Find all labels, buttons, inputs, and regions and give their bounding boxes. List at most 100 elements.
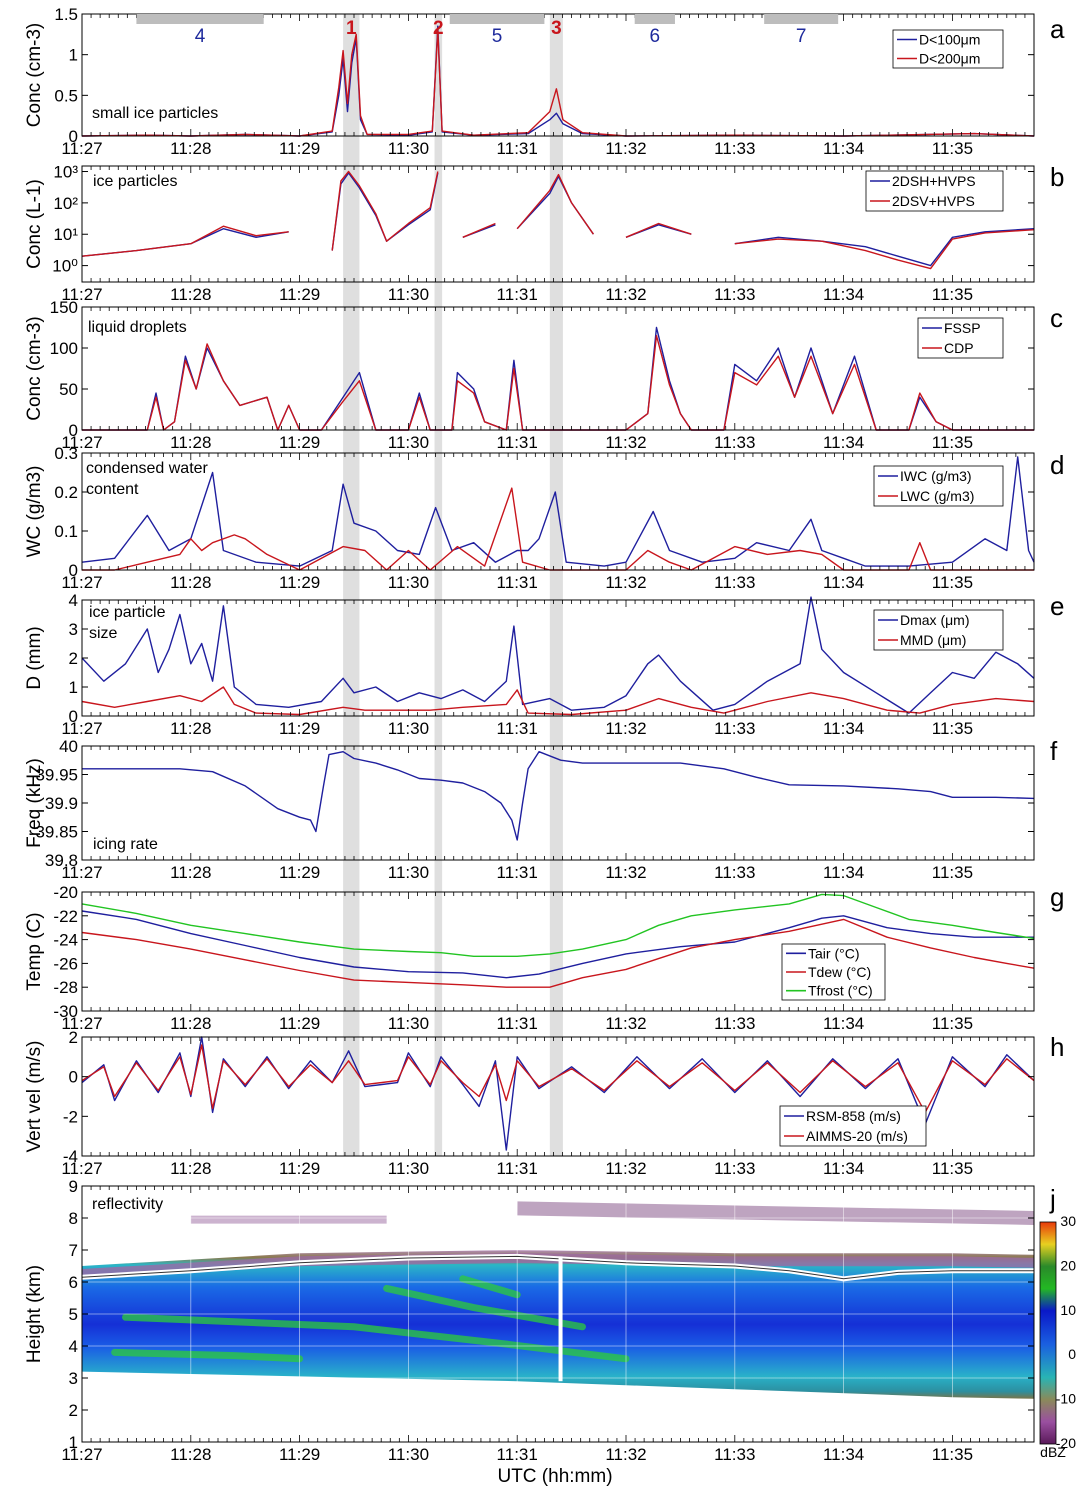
x-tick-label: 11:32 [605,285,646,304]
series-line-g-1 [81,918,1035,988]
y-tick-label: 3 [69,620,78,639]
legend-box [917,317,1004,359]
series-line-b-0 [81,227,289,257]
y-tick-label: 0.3 [54,444,78,463]
axes-frame [81,306,1035,431]
legend-entry: Tdew (°C) [808,964,871,980]
y-tick-label: 1.5 [54,5,78,24]
y-tick-label: 3 [69,1369,78,1388]
x-tick-label: 11:35 [932,285,973,304]
y-tick-label: 10⁰ [52,257,78,276]
event-label-3: 3 [551,18,562,39]
y-tick-label: 2 [69,1401,78,1420]
x-tick-label: 11:34 [823,1445,864,1464]
panel-annotation: content [86,481,139,498]
y-tick-label: 39.8 [45,851,78,870]
series-line-f-0 [82,751,1035,841]
panel-g: -30 -28 -26 -24 -22 -20 11:27 11:28 11:29 11:30 11… [24,882,1064,1033]
y-axis-label: Freq (kHz) [24,758,45,848]
y-tick-label: 1 [69,1433,78,1452]
y-tick-label: 0 [69,561,78,580]
series-line-b-1 [734,229,1035,270]
x-tick-label: 11:31 [497,1445,538,1464]
x-tick-label: 11:29 [279,719,320,738]
y-axis-label: Conc (cm-3) [24,316,45,421]
y-tick-label: 10² [53,194,78,213]
legend-box [865,170,1004,212]
x-tick-label: 11:31 [497,285,538,304]
flight-altitude-core [82,1255,1034,1280]
colorbar-tick: 0 [1068,1346,1076,1362]
colorbar-tick: 10 [1060,1302,1076,1318]
segment-bar-5 [449,14,545,24]
x-tick-label: 11:29 [279,863,320,882]
event-label-2: 2 [433,18,444,39]
x-tick-label: 11:34 [823,1014,864,1033]
axes-frame [81,891,1035,1012]
y-axis-label: Conc (cm-3) [24,23,45,128]
x-tick-label: 11:33 [714,433,755,452]
legend-entry: 2DSV+HVPS [892,193,975,209]
y-axis-label: D (mm) [24,626,45,689]
reflectivity-image [82,1186,1034,1442]
y-tick-label: 10³ [53,163,78,182]
panel-f: 39.8 39.85 39.9 39.95 40 11:27 11:28 11:29 11:30… [24,736,1058,882]
y-tick-label: 5 [69,1305,78,1324]
event-shade-1 [343,14,360,1156]
y-tick-label: 100 [50,339,78,358]
y-tick-label: -30 [53,1002,78,1021]
legend-entry: D<200μm [919,51,980,67]
x-tick-label: 11:31 [497,573,538,592]
series-line-b-1 [625,222,692,238]
y-tick-label: 0 [69,127,78,146]
panel-letter: c [1050,303,1063,333]
panel-annotation: liquid droplets [88,319,187,336]
legend-entry: Dmax (μm) [900,612,970,628]
panel-letter: d [1050,450,1064,480]
panel-b: 10⁰ 10¹ 10² 10³ 11:27 11:28 11:29 11:30 11:31 11:… [24,162,1064,304]
segment-label-7: 7 [796,26,807,47]
x-tick-label: 11:32 [605,433,646,452]
x-tick-label: 11:32 [605,1159,646,1178]
x-tick-label: 11:29 [279,1445,320,1464]
panel-h: -4 -2 0 2 11:27 11:28 11:29 11:30 11:31 11:32 11:3… [24,1028,1064,1178]
y-tick-label: 39.85 [35,823,78,842]
x-tick-label: 11:30 [388,1014,429,1033]
series-line-h-1 [81,1044,1035,1114]
upper-cloud-layer [517,1201,1034,1225]
y-axis-label: Vert vel (m/s) [24,1041,45,1153]
x-tick-label: 11:29 [279,1014,320,1033]
panel-annotation: ice particle [89,604,166,621]
echo-streak-3 [459,1275,521,1299]
legend-entry: LWC (g/m3) [900,488,974,504]
overlay-layer: 1 2 3 4 5 6 7 [136,14,839,47]
x-tick-label: 11:30 [388,719,429,738]
x-tick-label: 11:28 [170,863,211,882]
x-tick-label: 11:28 [170,719,211,738]
x-tick-label: 11:27 [61,863,102,882]
x-tick-label: 11:28 [170,285,211,304]
x-tick-label: 11:33 [714,139,755,158]
y-tick-label: 4 [69,591,78,610]
echo-streak-2 [111,1348,304,1363]
y-tick-label: 0.5 [54,86,78,105]
x-tick-label: 11:27 [61,1445,102,1464]
series-line-e-0 [81,596,1035,714]
x-tick-label: 11:34 [823,433,864,452]
x-tick-label: 11:35 [932,573,973,592]
panel-letter: h [1050,1032,1064,1062]
axes-frame [81,13,1035,137]
legend-entry: RSM-858 (m/s) [806,1108,901,1124]
x-tick-label: 11:34 [823,573,864,592]
x-tick-label: 11:30 [388,1159,429,1178]
legend-entry: AIMMS-20 (m/s) [806,1128,908,1144]
x-tick-label: 11:33 [714,719,755,738]
series-line-b-1 [516,173,594,235]
x-tick-label: 11:33 [714,863,755,882]
panel-j: -20 -10 0 10 20 30 dBZ 1 2 3 4 5 6 7 8 9 11:27 11:28 11:29… [24,1177,1076,1464]
x-tick-label: 11:31 [497,863,538,882]
y-tick-label: 9 [69,1177,78,1196]
event-shade-2 [434,14,443,1156]
y-tick-label: 2 [69,1028,78,1047]
